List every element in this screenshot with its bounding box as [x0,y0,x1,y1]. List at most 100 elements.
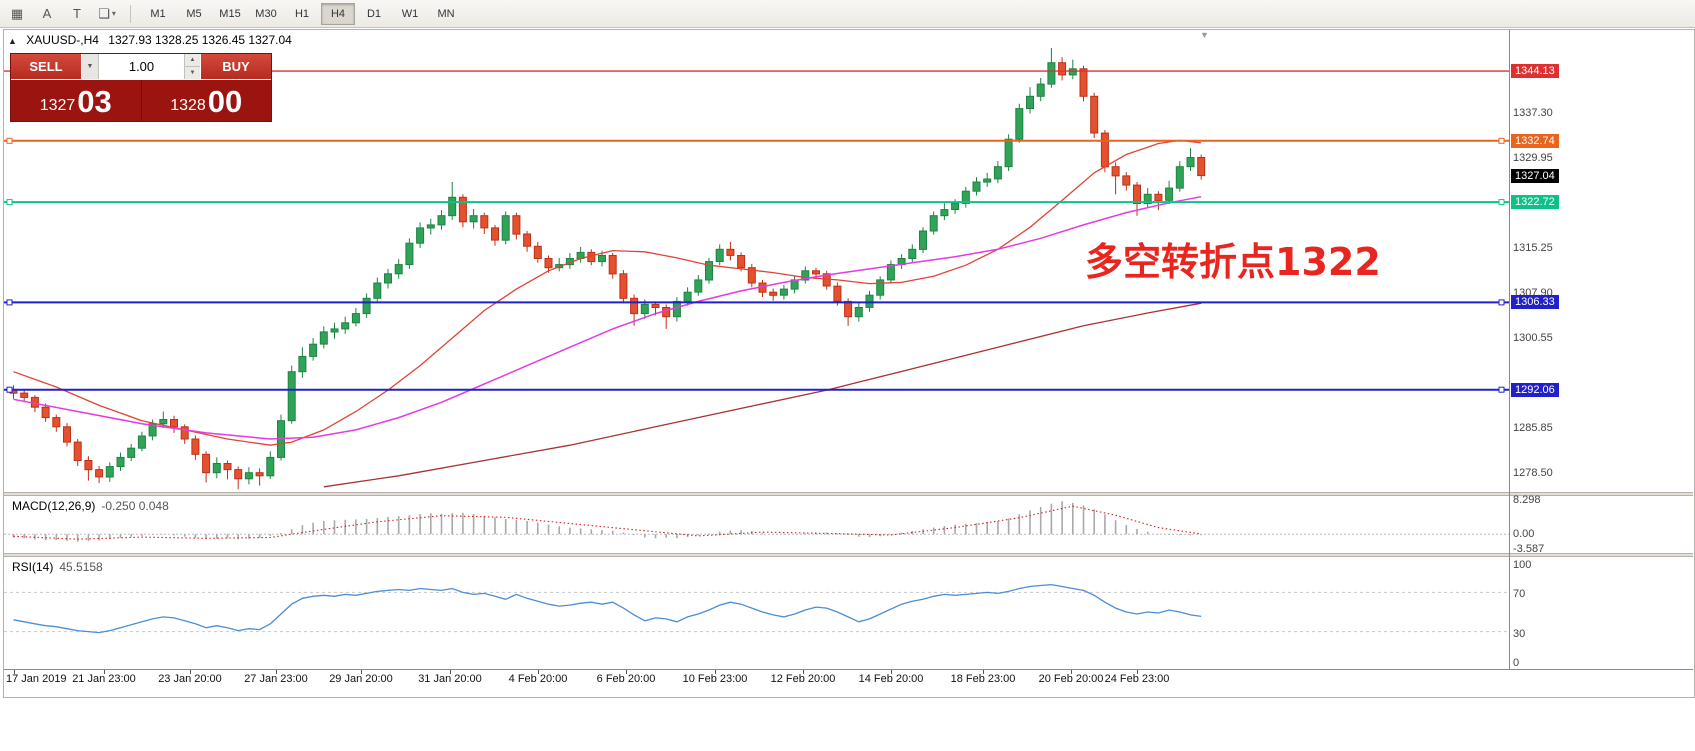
candles-group [9,48,1206,490]
macd-axis-tick: 8.298 [1513,494,1541,506]
time-axis-label: 18 Feb 23:00 [950,673,1016,685]
time-axis-tick [538,670,539,674]
one-click-trading-panel: SELL ▼ 1.00 ▲ ▼ BUY 1327 03 1328 00 [10,53,272,122]
time-axis-tick [983,670,984,674]
sell-button[interactable]: SELL [11,54,81,79]
buy-button[interactable]: BUY [201,54,271,79]
buy-price-pips: 00 [207,84,243,119]
time-axis-tick [104,670,105,674]
price-pane [4,30,1509,492]
price-axis-tick: 1337.30 [1513,107,1553,119]
timeframe-m15[interactable]: M15 [219,7,241,20]
rsi-axis-tick: 70 [1513,588,1526,600]
time-axis-tick [715,670,716,674]
ma-medium-magenta [13,195,1202,440]
time-axis-tick [276,670,277,674]
time-axis-label: 24 Feb 23:00 [1104,673,1170,685]
rsi-axis-tick: 100 [1513,559,1532,571]
macd-axis-tick: -3.587 [1513,543,1545,555]
volume-spinner: ▲ ▼ [184,54,200,79]
annotate-letter-a-icon[interactable]: A [42,6,52,21]
price-axis-border [1509,30,1510,669]
time-axis-label: 6 Feb 20:00 [596,673,656,685]
objects-list-icon[interactable]: ❏ ▾ [98,5,116,21]
timeframe-buttons: M1 M5 M15 M30 H1 H4 D1 W1 MN [141,2,463,25]
spin-down-icon[interactable]: ▼ [185,67,200,79]
price-axis-tick: 1300.55 [1513,332,1553,344]
price-axis-tick: 1285.85 [1513,422,1553,434]
macd-pane [4,496,1509,553]
time-axis-label: 14 Feb 20:00 [858,673,924,685]
timeframe-h1[interactable]: H1 [294,7,310,20]
time-axis-line [4,669,1693,670]
symbol-label: XAUUSD-,H4 [26,33,99,47]
price-axis-badge: 1322.72 [1511,195,1559,209]
time-axis-label: 23 Jan 20:00 [158,673,222,685]
pane-separator[interactable] [4,492,1693,496]
time-axis-label: 12 Feb 20:00 [770,673,836,685]
time-axis-tick [361,670,362,674]
sell-price-main: 1327 [39,97,76,114]
price-axis-tick: 1278.50 [1513,467,1553,479]
timeframe-h4[interactable]: H4 [321,2,355,25]
time-axis-label: 4 Feb 20:00 [508,673,568,685]
volume-control: ▼ 1.00 ▲ ▼ [82,54,200,79]
time-axis-label: 29 Jan 20:00 [329,673,393,685]
rsi-value: 45.5158 [59,560,103,574]
rsi-chart-canvas[interactable] [4,557,1509,669]
volume-input[interactable]: 1.00 [128,59,155,74]
macd-signal-line [13,505,1202,540]
horizontal-level-lines [4,70,1509,393]
rsi-axis-tick: 30 [1513,628,1526,640]
price-axis-badge: 1327.04 [1511,169,1559,183]
text-label-tool-icon[interactable]: T [73,6,81,21]
buy-price-display: 1328 00 [142,80,272,121]
time-axis-tick [14,670,15,674]
toolbar-separator [130,4,131,23]
macd-axis-tick: 0.00 [1513,528,1535,540]
time-axis-label: 20 Feb 20:00 [1038,673,1104,685]
timeframe-m30[interactable]: M30 [255,7,277,20]
time-axis-label: 21 Jan 23:00 [72,673,136,685]
spin-up-icon[interactable]: ▲ [185,54,200,67]
ma-slow-crimson [323,302,1202,488]
one-click-collapse-icon[interactable]: ▲ [8,36,17,46]
price-chart-canvas[interactable] [4,30,1509,492]
time-axis-tick [803,670,804,674]
chart-ohlc-header: ▲ XAUUSD-,H4 1327.93 1328.25 1326.45 132… [8,33,298,47]
rsi-name: RSI(14) [12,560,54,574]
macd-histogram [12,501,1202,542]
time-axis-tick [190,670,191,674]
pane-separator[interactable] [4,553,1693,557]
chart-text-annotation[interactable]: 多空转折点1322 [1085,240,1381,284]
macd-chart-canvas[interactable] [4,496,1509,553]
time-axis-tick [1137,670,1138,674]
rsi-axis-tick: 0 [1513,657,1520,669]
price-axis-tick: 1315.25 [1513,242,1553,254]
time-axis-tick [891,670,892,674]
time-axis-label: 27 Jan 23:00 [244,673,308,685]
dropdown-caret-icon: ▾ [111,9,116,18]
timeframe-w1[interactable]: W1 [401,7,419,20]
macd-name: MACD(12,26,9) [12,499,96,513]
sell-price-pips: 03 [77,84,112,119]
tile-windows-icon[interactable]: ▦ [10,5,24,21]
rsi-line [13,583,1202,634]
time-axis-tick [626,670,627,674]
toolbar: ▦ A T ❏ ▾ M1 M5 M15 M30 H1 H4 D1 W1 MN [0,0,1695,28]
volume-dropdown-icon[interactable]: ▼ [82,54,99,79]
rsi-pane [4,557,1509,669]
timeframe-d1[interactable]: D1 [366,7,382,20]
timeframe-mn[interactable]: MN [437,7,455,20]
time-axis-tick [450,670,451,674]
sell-price-display: 1327 03 [11,80,141,121]
timeframe-m5[interactable]: M5 [186,7,202,20]
time-axis-label: 10 Feb 23:00 [682,673,748,685]
price-axis-tick: 1329.95 [1513,152,1553,164]
timeframe-m1[interactable]: M1 [150,7,166,20]
toolbar-tools: ▦ A T ❏ ▾ [4,2,120,26]
price-axis-badge: 1344.13 [1511,64,1559,78]
chart-shift-marker-icon[interactable]: ▼ [1200,30,1209,40]
ohlc-values: 1327.93 1328.25 1326.45 1327.04 [108,33,292,47]
